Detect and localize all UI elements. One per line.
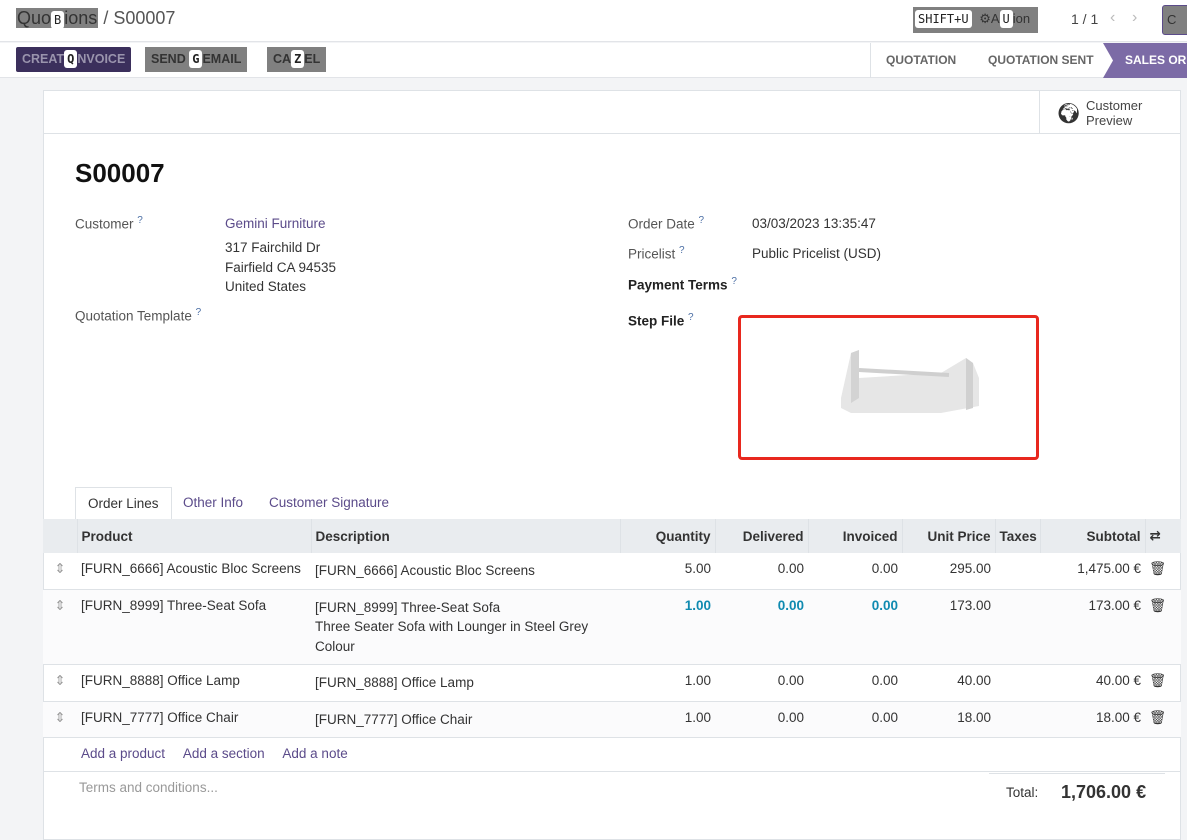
cancel-button[interactable]: CA Z EL [267,47,327,72]
unit-price-cell[interactable]: 173.00 [902,589,995,665]
delivered-cell[interactable]: 0.00 [715,701,808,738]
globe-icon: 🌍︎ [1056,103,1082,125]
column-header-delivered[interactable]: Delivered [715,519,809,553]
taxes-cell[interactable] [995,701,1040,738]
product-cell[interactable]: [FURN_7777] Office Chair [77,701,311,738]
add-product-link[interactable]: Add a product [81,746,166,761]
customer-link[interactable]: Gemini Furniture [225,216,326,231]
payment-terms-label: Payment Terms ? [628,276,737,293]
status-sales-order-bg [1103,43,1187,78]
subtotal-cell: 1,475.00 € [1040,553,1145,590]
tab-order-lines[interactable]: Order Lines [75,487,172,520]
subtotal-cell: 18.00 € [1040,701,1145,738]
trash-icon[interactable]: 🗑︎ [1145,664,1181,702]
terms-input[interactable]: Terms and conditions... [79,780,218,795]
shortcut-key: SHIFT+U [915,10,972,28]
send-email-button[interactable]: SEND G EMAIL [145,47,248,72]
total-label: Total: [1006,785,1039,800]
quantity-cell[interactable]: 1.00 [620,589,715,665]
order-lines-table: Product Description Quantity Delivered I… [43,519,1181,772]
optional-columns-icon[interactable]: ⇄ [1145,519,1181,553]
tab-customer-signature[interactable]: Customer Signature [269,495,390,510]
quantity-cell[interactable]: 1.00 [620,664,715,702]
tab-other-info[interactable]: Other Info [183,495,244,510]
drag-handle-icon[interactable]: ⇕ [43,664,77,702]
description-cell[interactable]: [FURN_6666] Acoustic Bloc Screens [311,553,620,590]
status-quotation-sent[interactable]: QUOTATION SENT [988,53,1094,67]
invoiced-cell[interactable]: 0.00 [808,589,902,665]
column-header-taxes[interactable]: Taxes [995,519,1041,553]
taxes-cell[interactable] [995,664,1040,702]
subtotal-cell: 173.00 € [1040,589,1145,665]
column-header-subtotal[interactable]: Subtotal [1040,519,1146,553]
add-note-link[interactable]: Add a note [282,746,348,761]
breadcrumb-current: S00007 [113,8,176,28]
step-file-preview[interactable] [738,315,1039,460]
invoiced-cell[interactable]: 0.00 [808,664,902,702]
pricelist-field[interactable]: Public Pricelist (USD) [752,246,882,261]
trash-icon[interactable]: 🗑︎ [1145,701,1181,738]
subtotal-cell: 40.00 € [1040,664,1145,702]
product-cell[interactable]: [FURN_6666] Acoustic Bloc Screens [77,553,311,590]
column-header-invoiced[interactable]: Invoiced [808,519,903,553]
column-header-quantity[interactable]: Quantity [620,519,716,553]
taxes-cell[interactable] [995,553,1040,590]
order-date-field[interactable]: 03/03/2023 13:35:47 [752,216,876,231]
create-invoice-button[interactable]: CREAT Q NVOICE [16,47,132,72]
extra-button[interactable]: C [1162,5,1187,35]
total-amount: 1,706.00 € [1061,782,1147,802]
table-row[interactable]: ⇕ [FURN_8888] Office Lamp [FURN_8888] Of… [43,664,1181,702]
gear-icon: ⚙ [979,11,991,26]
column-header-unit-price[interactable]: Unit Price [902,519,996,553]
delivered-cell[interactable]: 0.00 [715,664,808,702]
unit-price-cell[interactable]: 18.00 [902,701,995,738]
pricelist-label: Pricelist ? [628,245,685,262]
customer-preview-button[interactable]: 🌍︎ Customer Preview [1039,91,1181,134]
shortcut-key: B [51,11,65,29]
order-date-label: Order Date ? [628,215,705,232]
description-cell[interactable]: [FURN_8999] Three-Seat Sofa Three Seater … [311,589,620,665]
invoiced-cell[interactable]: 0.00 [808,701,902,738]
unit-price-cell[interactable]: 295.00 [902,553,995,590]
status-quotation[interactable]: QUOTATION [886,53,957,67]
pager: 1 / 1 [1071,11,1099,27]
delivered-cell[interactable]: 0.00 [715,553,808,590]
customer-address: 317 Fairchild Dr Fairfield CA 94535 United… [225,240,337,294]
product-cell[interactable]: [FURN_8888] Office Lamp [77,664,311,702]
quantity-cell[interactable]: 1.00 [620,701,715,738]
column-header-description[interactable]: Description [311,519,621,553]
status-sales-order[interactable]: SALES ORDER [1125,53,1187,67]
unit-price-cell[interactable]: 40.00 [902,664,995,702]
quantity-cell[interactable]: 5.00 [620,553,715,590]
record-title: S00007 [75,158,165,188]
pager-prev-icon[interactable]: ‹ [1110,9,1116,26]
pager-next-icon[interactable]: › [1132,9,1138,26]
drag-handle-icon[interactable]: ⇕ [43,553,77,590]
trash-icon[interactable]: 🗑︎ [1145,553,1181,590]
description-cell[interactable]: [FURN_7777] Office Chair [311,701,620,738]
product-cell[interactable]: [FURN_8999] Three-Seat Sofa [77,589,311,665]
table-row[interactable]: ⇕ [FURN_6666] Acoustic Bloc Screens [FUR… [43,553,1181,590]
add-section-link[interactable]: Add a section [182,746,265,761]
table-row[interactable]: ⇕ [FURN_7777] Office Chair [FURN_7777] O… [43,701,1181,738]
delivered-cell[interactable]: 0.00 [715,589,808,665]
customer-label: Customer ? [75,215,143,232]
step-file-label: Step File ? [628,312,694,329]
add-line-links: Add a product Add a section Add a note [43,738,1181,772]
taxes-cell[interactable] [995,589,1040,665]
description-cell[interactable]: [FURN_8888] Office Lamp [311,664,620,702]
breadcrumb-separator: / [103,8,109,28]
quotation-template-label: Quotation Template ? [75,307,202,324]
column-header-product[interactable]: Product [77,519,312,553]
3d-model-thumbnail [841,350,979,413]
invoiced-cell[interactable]: 0.00 [808,553,902,590]
drag-handle-icon[interactable]: ⇕ [43,589,77,665]
drag-handle-icon[interactable]: ⇕ [43,701,77,738]
trash-icon[interactable]: 🗑︎ [1145,589,1181,665]
table-row[interactable]: ⇕ [FURN_8999] Three-Seat Sofa [FURN_8999… [43,589,1181,665]
shortcut-key: U [999,10,1013,28]
